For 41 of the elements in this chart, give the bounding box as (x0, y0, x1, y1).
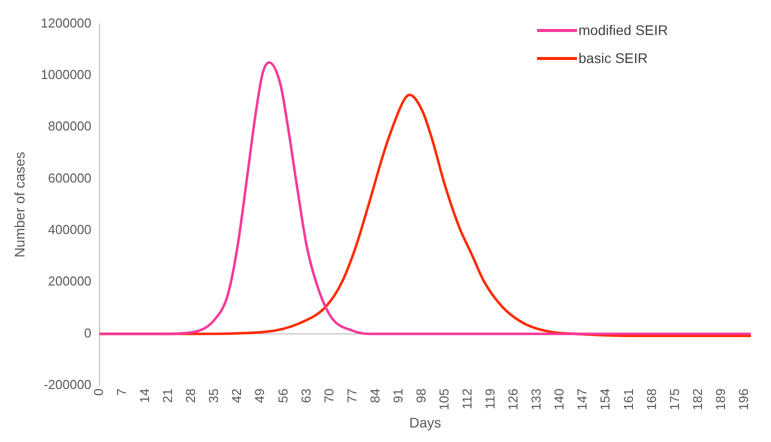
y-tick-label: 0 (84, 325, 92, 340)
x-tick-label: 161 (620, 388, 636, 410)
x-tick-label: 196 (736, 388, 751, 410)
x-tick-label: 133 (528, 388, 544, 410)
x-tick-label: 91 (390, 388, 406, 403)
x-tick-label: 119 (482, 388, 498, 410)
legend-label: basic SEIR (578, 50, 648, 66)
x-axis-title: Days (409, 414, 442, 430)
legend-label: modified SEIR (578, 22, 668, 38)
y-axis-title: Number of cases (11, 152, 28, 258)
x-tick-label: 112 (460, 388, 475, 410)
x-tick-label: 168 (644, 388, 659, 410)
y-tick-label: 400000 (48, 222, 92, 238)
x-tick-label: 35 (206, 388, 222, 403)
x-tick-label: 28 (183, 388, 198, 403)
x-tick-label: 105 (436, 388, 452, 410)
x-tick-label: 175 (666, 388, 682, 410)
x-tick-label: 7 (114, 388, 130, 396)
x-tick-label: 147 (574, 388, 590, 410)
x-tick-label: 0 (90, 388, 106, 396)
y-tick-label: 600000 (48, 170, 92, 186)
x-tick-label: 63 (298, 388, 314, 403)
y-tick-label: 1000000 (40, 67, 92, 82)
x-tick-label: 154 (598, 388, 613, 410)
x-tick-label: 42 (229, 388, 244, 403)
x-tick-label: 70 (321, 388, 336, 403)
x-tick-label: 182 (690, 388, 705, 410)
x-tick-label: 140 (552, 388, 567, 410)
y-tick-label: 1200000 (40, 15, 92, 30)
x-tick-label: 126 (506, 388, 521, 410)
x-tick-label: 56 (275, 388, 290, 403)
x-tick-label: 77 (344, 388, 360, 403)
x-tick-label: 98 (413, 388, 428, 403)
x-tick-label: 84 (367, 388, 382, 403)
x-tick-label: 49 (252, 388, 268, 403)
x-tick-label: 189 (712, 388, 728, 410)
y-tick-label: 200000 (48, 274, 92, 289)
y-tick-label: -200000 (44, 377, 92, 392)
x-tick-label: 21 (160, 388, 176, 403)
y-tick-label: 800000 (48, 118, 92, 134)
x-tick-label: 14 (137, 388, 152, 403)
